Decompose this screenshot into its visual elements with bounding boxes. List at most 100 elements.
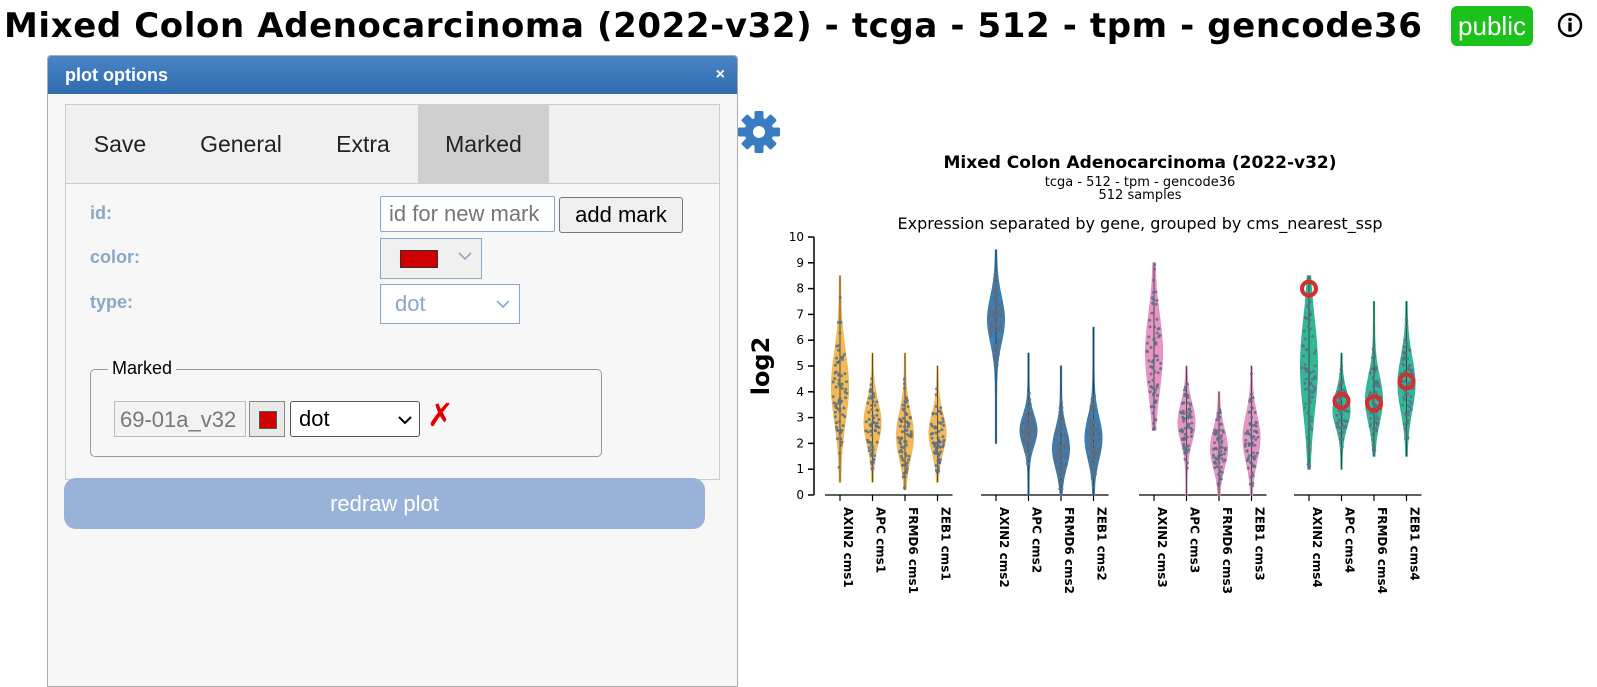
sample-dot: [1147, 359, 1151, 363]
sample-dot: [898, 441, 902, 444]
sample-dot: [1223, 447, 1227, 451]
sample-dot: [1054, 437, 1057, 441]
sample-dot: [1087, 420, 1091, 424]
mark-id-input[interactable]: [380, 196, 555, 232]
sample-dot: [1149, 405, 1153, 409]
color-select[interactable]: [380, 238, 482, 279]
sample-dot: [937, 421, 941, 425]
sample-dot: [872, 395, 876, 399]
sample-dot: [1029, 421, 1033, 425]
tab-general[interactable]: General: [200, 131, 282, 157]
marked-item-color[interactable]: [249, 401, 285, 437]
sample-dot: [1091, 485, 1095, 489]
close-button[interactable]: ×: [715, 66, 725, 83]
sample-dot: [840, 440, 844, 444]
sample-dot: [1251, 481, 1255, 485]
sample-dot: [1402, 422, 1406, 426]
sample-dot: [1094, 438, 1098, 442]
tab-extra[interactable]: Extra: [336, 131, 390, 157]
sample-dot: [1409, 402, 1413, 406]
sample-dot: [836, 437, 839, 441]
sample-dot: [1060, 401, 1063, 404]
x-tick-label: ZEB1 cms2: [1095, 507, 1109, 581]
sample-dot: [1253, 429, 1256, 433]
gear-icon[interactable]: [737, 110, 781, 154]
sample-dot: [1338, 384, 1342, 388]
sample-dot: [1308, 319, 1312, 322]
sample-dot: [936, 464, 940, 468]
marked-item-type-select[interactable]: dot: [290, 401, 420, 437]
sample-dot: [1154, 399, 1158, 403]
sample-dot: [1308, 424, 1312, 428]
x-tick-label: FRMD6 cms3: [1220, 507, 1234, 594]
sample-dot: [1252, 457, 1256, 461]
sample-dot: [996, 357, 999, 361]
sample-dot: [1148, 325, 1152, 329]
sample-dot: [1212, 431, 1216, 435]
sample-dot: [934, 469, 938, 472]
sample-dot: [934, 393, 938, 397]
dialog-header[interactable]: plot options ×: [48, 56, 737, 94]
sample-dot: [1155, 354, 1159, 358]
sample-dot: [1300, 366, 1304, 370]
sample-dot: [1368, 371, 1372, 375]
sample-dot: [1220, 446, 1224, 450]
sample-dot: [1336, 422, 1340, 426]
sample-dot: [904, 452, 907, 456]
sample-dot: [1094, 462, 1098, 466]
sample-dot: [833, 377, 837, 381]
sample-dot: [1061, 416, 1065, 420]
sample-dot: [1189, 426, 1193, 430]
sample-dot: [841, 413, 845, 417]
sample-dot: [1184, 447, 1188, 451]
sample-dot: [934, 405, 938, 408]
sample-dot: [905, 467, 909, 471]
sample-dot: [1148, 390, 1152, 394]
sample-dot: [1371, 433, 1374, 437]
sample-dot: [873, 403, 877, 407]
sample-dot: [991, 286, 995, 290]
sample-dot: [989, 325, 993, 329]
sample-dot: [1059, 428, 1063, 432]
sample-dot: [1098, 446, 1102, 449]
type-select[interactable]: dot: [380, 284, 520, 324]
y-tick-label: 3: [796, 411, 804, 425]
tab-marked[interactable]: Marked: [418, 105, 549, 183]
info-icon[interactable]: [1557, 12, 1583, 38]
sample-dot: [1254, 421, 1258, 424]
sample-dot: [1338, 431, 1342, 435]
sample-dot: [1402, 395, 1406, 399]
add-mark-button[interactable]: add mark: [559, 197, 683, 233]
sample-dot: [1091, 461, 1094, 465]
sample-dot: [1403, 369, 1407, 373]
sample-dot: [1408, 349, 1412, 352]
sample-dot: [994, 361, 998, 364]
sample-dot: [900, 464, 904, 467]
sample-dot: [940, 428, 944, 432]
sample-dot: [992, 355, 996, 359]
sample-dot: [1215, 418, 1219, 422]
sample-dot: [1091, 452, 1095, 456]
tab-save[interactable]: Save: [93, 131, 147, 157]
redraw-plot-button[interactable]: redraw plot: [64, 478, 705, 529]
sample-dot: [1368, 390, 1372, 394]
sample-dot: [1406, 421, 1410, 425]
sample-dot: [987, 314, 991, 317]
sample-dot: [1060, 487, 1064, 491]
sample-dot: [1246, 466, 1250, 470]
sample-dot: [1369, 416, 1373, 420]
marked-item-id[interactable]: 69-01a_v32: [114, 401, 246, 437]
delete-mark-icon[interactable]: ✗: [427, 396, 454, 434]
sample-dot: [988, 322, 992, 326]
sample-dot: [1188, 402, 1192, 406]
sample-dot: [1308, 327, 1312, 331]
sample-dot: [870, 397, 874, 401]
color-swatch: [259, 411, 277, 429]
sample-dot: [1310, 395, 1314, 399]
sample-dot: [1152, 278, 1156, 282]
sample-dot: [1182, 419, 1186, 423]
sample-dot: [905, 428, 909, 432]
sample-dot: [1185, 450, 1189, 454]
sample-dot: [936, 454, 940, 458]
sample-dot: [845, 391, 849, 395]
